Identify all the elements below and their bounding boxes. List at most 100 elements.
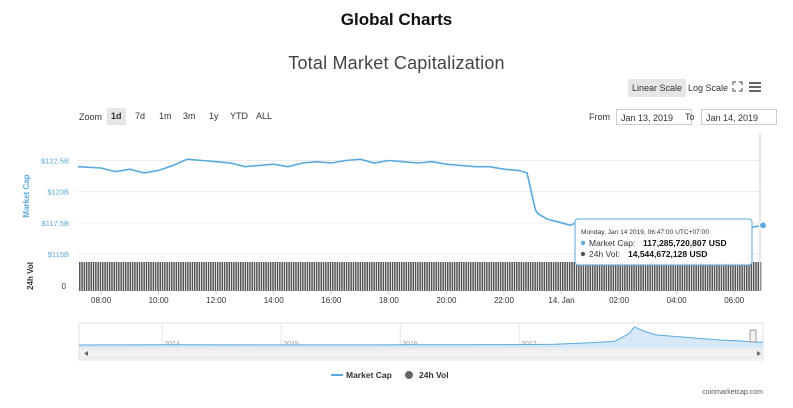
volume-bar bbox=[177, 262, 180, 291]
volume-bar bbox=[352, 262, 355, 291]
x-tick-label: 08:00 bbox=[91, 296, 112, 305]
volume-bar bbox=[746, 262, 748, 291]
scroll-left-icon[interactable] bbox=[84, 351, 88, 356]
volume-bar bbox=[720, 262, 723, 291]
linear-scale-button[interactable]: Linear Scale bbox=[628, 79, 687, 97]
zoom-all-button[interactable]: ALL bbox=[256, 111, 273, 121]
navigator-right-handle[interactable] bbox=[749, 329, 757, 343]
volume-bar bbox=[320, 262, 322, 291]
menu-icon[interactable] bbox=[749, 82, 761, 92]
volume-bar bbox=[644, 262, 647, 291]
zoom-1d-button[interactable]: 1d bbox=[107, 108, 126, 125]
zoom-7d-button[interactable]: 7d bbox=[135, 111, 146, 121]
zoom-ytd-button[interactable]: YTD bbox=[230, 111, 248, 121]
volume-bar bbox=[127, 262, 129, 291]
volume-bar bbox=[637, 262, 640, 291]
volume-bar bbox=[757, 262, 759, 291]
volume-bar bbox=[99, 262, 102, 291]
volume-bar bbox=[260, 262, 263, 291]
volume-bar bbox=[410, 262, 412, 291]
volume-bar bbox=[426, 262, 428, 291]
volume-bar bbox=[718, 262, 720, 291]
navigator-scrollbar[interactable] bbox=[78, 348, 764, 359]
volume-bar bbox=[253, 262, 256, 291]
to-date-input[interactable]: Jan 14, 2019 bbox=[701, 109, 777, 125]
volume-bar bbox=[506, 262, 509, 291]
volume-bar bbox=[364, 262, 366, 291]
volume-bar bbox=[617, 262, 619, 291]
volume-bar bbox=[759, 262, 762, 291]
volume-bar bbox=[711, 262, 713, 291]
x-tick-label: 10:00 bbox=[149, 296, 170, 305]
x-tick-label: 14:00 bbox=[264, 296, 285, 305]
volume-bar bbox=[327, 262, 329, 291]
volume-bar bbox=[283, 262, 286, 291]
volume-bar bbox=[304, 262, 306, 291]
volume-bar bbox=[403, 262, 405, 291]
volume-bar bbox=[168, 262, 171, 291]
volume-bar bbox=[398, 262, 401, 291]
volume-bar bbox=[624, 262, 626, 291]
volume-bar bbox=[161, 262, 164, 291]
volume-bar bbox=[564, 262, 566, 291]
volume-bar bbox=[279, 262, 281, 291]
volume-bar bbox=[545, 262, 548, 291]
volume-bar bbox=[325, 262, 327, 291]
volume-bar bbox=[90, 262, 92, 291]
volume-bar bbox=[598, 262, 601, 291]
volume-bar bbox=[219, 262, 221, 291]
volume-bar bbox=[479, 262, 481, 291]
volume-bar bbox=[237, 262, 240, 291]
volume-bar bbox=[693, 262, 695, 291]
volume-bar bbox=[516, 262, 518, 291]
volume-bar bbox=[658, 262, 661, 291]
volume-bar bbox=[318, 262, 320, 291]
volume-bar bbox=[191, 262, 194, 291]
volume-bar bbox=[566, 262, 569, 291]
volume-bar bbox=[334, 262, 336, 291]
volume-bar bbox=[407, 262, 410, 291]
volume-bar bbox=[706, 262, 709, 291]
volume-bar bbox=[129, 262, 132, 291]
volume-bar bbox=[184, 262, 187, 291]
navigator[interactable]: 20142015201620172018 bbox=[78, 322, 764, 361]
volume-bar bbox=[118, 262, 120, 291]
x-tick-label: 06:00 bbox=[724, 296, 745, 305]
volume-bar bbox=[336, 262, 339, 291]
volume-bar bbox=[596, 262, 598, 291]
volume-bar bbox=[589, 262, 592, 291]
volume-bar bbox=[221, 262, 224, 291]
from-date-input[interactable]: Jan 13, 2019 bbox=[616, 109, 692, 125]
volume-bar bbox=[511, 262, 513, 291]
volume-bar bbox=[667, 262, 670, 291]
volume-bar bbox=[447, 262, 449, 291]
volume-bar bbox=[154, 262, 157, 291]
volume-bar bbox=[534, 262, 536, 291]
volume-bar bbox=[458, 262, 460, 291]
fullscreen-icon[interactable] bbox=[732, 81, 743, 92]
volume-bar bbox=[463, 262, 465, 291]
zoom-3m-button[interactable]: 3m bbox=[183, 111, 196, 121]
volume-bar bbox=[697, 262, 700, 291]
zoom-1y-button[interactable]: 1y bbox=[209, 111, 219, 121]
x-tick-label: 18:00 bbox=[379, 296, 400, 305]
volume-bar bbox=[104, 262, 106, 291]
volume-bar bbox=[217, 262, 219, 291]
volume-bar bbox=[683, 262, 686, 291]
volume-bar bbox=[621, 262, 624, 291]
volume-bar bbox=[550, 262, 552, 291]
footer-credit[interactable]: coinmarketcap.com bbox=[702, 389, 763, 396]
zoom-1m-button[interactable]: 1m bbox=[159, 111, 172, 121]
volume-bar bbox=[394, 262, 396, 291]
legend-volume[interactable]: 24h Vol bbox=[419, 370, 449, 380]
volume-bar bbox=[171, 262, 173, 291]
volume-bar bbox=[194, 262, 196, 291]
y-tick-label: $122.5B bbox=[41, 156, 69, 165]
volume-bar bbox=[357, 262, 359, 291]
scroll-right-icon[interactable] bbox=[757, 351, 761, 356]
volume-bar bbox=[702, 262, 704, 291]
volume-bar bbox=[573, 262, 575, 291]
volume-bar bbox=[504, 262, 506, 291]
log-scale-button[interactable]: Log Scale bbox=[688, 83, 729, 93]
legend-market-cap[interactable]: Market Cap bbox=[346, 370, 392, 380]
